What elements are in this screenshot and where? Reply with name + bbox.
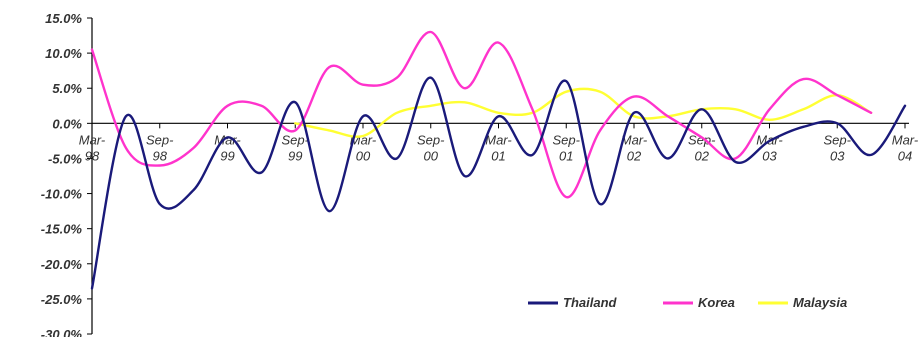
x-tick-label: Sep-98	[146, 132, 174, 163]
y-axis: 15.0% 10.0% 5.0% 0.0% -5.0% -10.0% -15.0% -20.0…	[41, 11, 93, 337]
y-tick-label: -15.0%	[41, 222, 83, 237]
x-tick-label: Sep-99	[282, 132, 310, 163]
series-lines	[90, 30, 907, 290]
legend-label-korea: Korea	[698, 295, 735, 310]
x-tick-label: Sep-01	[553, 132, 581, 163]
series-line-thailand	[90, 76, 907, 290]
x-tick-label: Mar-04	[892, 132, 919, 163]
x-tick-label: Mar-02	[621, 132, 648, 163]
series-line-korea	[90, 30, 873, 199]
y-tick-label: -25.0%	[41, 292, 83, 307]
x-tick-label: Sep-00	[417, 132, 445, 163]
y-tick-label: -20.0%	[41, 257, 83, 272]
series-line-malaysia	[294, 87, 873, 138]
y-tick-label: 0.0%	[52, 116, 82, 131]
x-tick-label: Mar-98	[79, 132, 106, 163]
legend: Thailand Korea Malaysia	[528, 295, 847, 310]
y-tick-label: 5.0%	[52, 81, 82, 96]
y-tick-label: -30.0%	[41, 327, 83, 337]
x-tick-label: Mar-01	[485, 132, 512, 163]
y-tick-label: -5.0%	[48, 151, 82, 166]
y-tick-label: 10.0%	[45, 46, 82, 61]
y-tick-label: 15.0%	[45, 11, 82, 26]
y-tick-label: -10.0%	[41, 187, 83, 202]
legend-label-thailand: Thailand	[563, 295, 618, 310]
x-tick-label: Sep-03	[824, 132, 852, 163]
legend-label-malaysia: Malaysia	[793, 295, 847, 310]
